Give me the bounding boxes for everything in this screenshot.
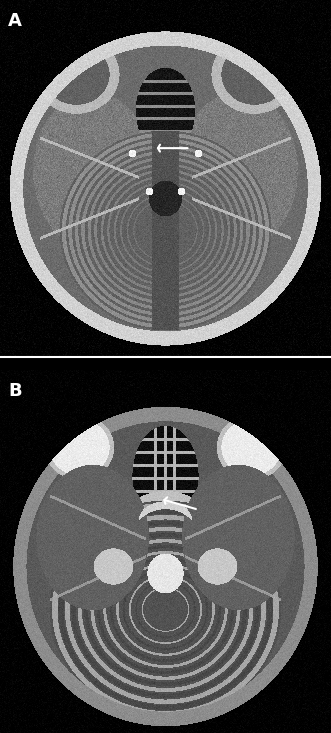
- Text: A: A: [8, 12, 22, 30]
- Text: B: B: [8, 382, 22, 400]
